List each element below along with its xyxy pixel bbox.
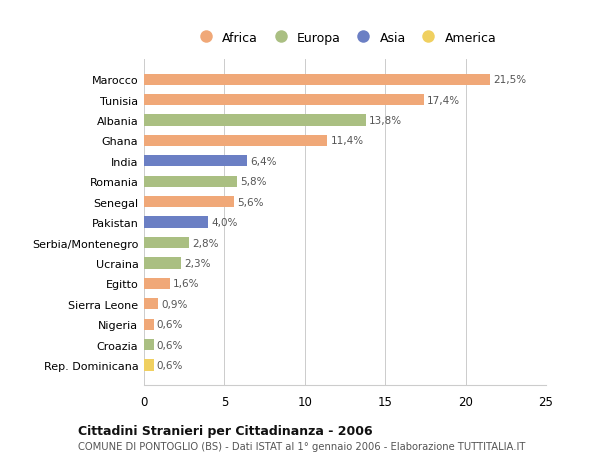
Text: 2,8%: 2,8%	[192, 238, 219, 248]
Text: 1,6%: 1,6%	[173, 279, 199, 289]
Bar	[144, 319, 154, 330]
Bar	[144, 298, 158, 310]
Text: 0,9%: 0,9%	[161, 299, 188, 309]
Bar	[144, 176, 237, 187]
Bar	[144, 95, 424, 106]
Bar	[144, 359, 154, 371]
Bar	[144, 196, 234, 208]
Text: 17,4%: 17,4%	[427, 95, 460, 106]
Text: 5,8%: 5,8%	[241, 177, 267, 187]
Text: Cittadini Stranieri per Cittadinanza - 2006: Cittadini Stranieri per Cittadinanza - 2…	[78, 424, 373, 437]
Bar	[144, 74, 490, 86]
Bar	[144, 135, 328, 147]
Bar	[144, 339, 154, 350]
Text: 13,8%: 13,8%	[369, 116, 402, 126]
Text: 11,4%: 11,4%	[331, 136, 364, 146]
Bar	[144, 278, 170, 289]
Text: 0,6%: 0,6%	[157, 340, 183, 350]
Text: COMUNE DI PONTOGLIO (BS) - Dati ISTAT al 1° gennaio 2006 - Elaborazione TUTTITAL: COMUNE DI PONTOGLIO (BS) - Dati ISTAT al…	[78, 441, 526, 451]
Bar	[144, 156, 247, 167]
Text: 6,4%: 6,4%	[250, 157, 277, 167]
Bar	[144, 258, 181, 269]
Text: 0,6%: 0,6%	[157, 360, 183, 370]
Legend: Africa, Europa, Asia, America: Africa, Europa, Asia, America	[188, 27, 502, 50]
Bar	[144, 237, 189, 249]
Text: 2,3%: 2,3%	[184, 258, 211, 269]
Bar	[144, 217, 208, 228]
Text: 5,6%: 5,6%	[237, 197, 264, 207]
Text: 0,6%: 0,6%	[157, 319, 183, 330]
Text: 21,5%: 21,5%	[493, 75, 526, 85]
Bar	[144, 115, 366, 126]
Text: 4,0%: 4,0%	[212, 218, 238, 228]
